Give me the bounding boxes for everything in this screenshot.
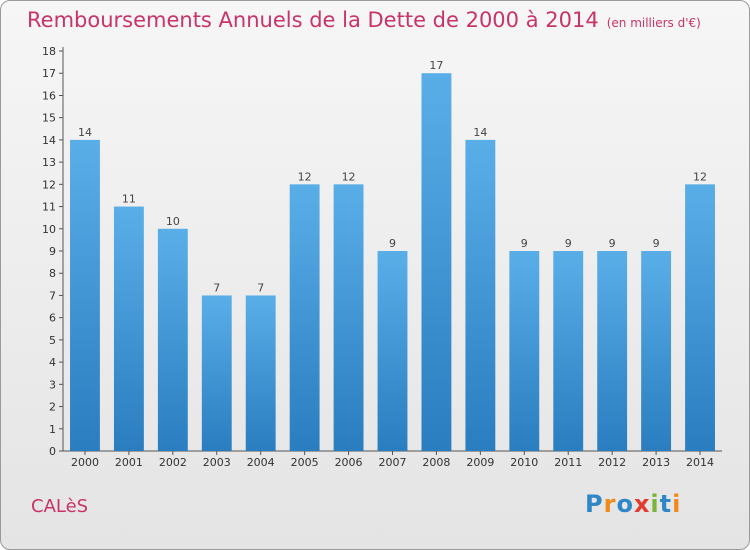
y-tick-label: 17 [42,67,56,80]
x-tick-label: 2014 [686,456,714,469]
bars [70,73,715,452]
data-label: 12 [693,170,707,183]
x-tick-label: 2004 [247,456,275,469]
data-label: 10 [166,215,180,228]
y-tick-label: 1 [49,423,56,436]
x-tick-label: 2005 [291,456,319,469]
data-label: 12 [298,170,312,183]
data-label: 12 [342,170,356,183]
bar [509,251,540,451]
y-tick-label: 2 [49,401,56,414]
data-label: 9 [653,237,660,250]
x-tick-label: 2012 [598,456,626,469]
y-tick-label: 5 [49,334,56,347]
bar [597,251,628,451]
x-tick-label: 2001 [115,456,143,469]
bar [157,228,188,451]
x-tick-label: 2010 [510,456,538,469]
bar [289,184,320,452]
logo-letter: i [672,490,682,518]
logo-letter: r [603,490,617,518]
x-tick-label: 2009 [466,456,494,469]
bar [465,139,496,451]
y-tick-label: 18 [42,45,56,58]
bar [245,295,276,451]
proxiti-logo: Proxiti [585,490,681,518]
value-labels: 14 11 10 7 7 12 12 9 17 14 9 9 9 9 12 [78,59,707,294]
commune-name: CALèS [31,496,89,517]
logo-letter: P [585,490,604,518]
chart-title: Remboursements Annuels de la Dette de 20… [27,8,701,32]
bar [421,73,452,451]
logo-letter: i [650,490,660,518]
logo-letter: x [633,490,651,518]
logo-letter: o [616,490,634,518]
data-label: 9 [389,237,396,250]
chart-title-text: Remboursements Annuels de la Dette de 20… [27,8,599,32]
data-label: 9 [521,237,528,250]
x-tick-label: 2007 [379,456,407,469]
bar [201,295,232,451]
bar [333,184,364,452]
y-tick-label: 13 [42,156,56,169]
bar [685,184,715,452]
x-tick-label: 2008 [422,456,450,469]
y-tick-label: 4 [49,356,56,369]
x-tick-label: 2000 [71,456,99,469]
y-tick-label: 7 [49,289,56,302]
y-tick-label: 6 [49,312,56,325]
data-label: 7 [257,281,264,294]
bar [70,139,100,451]
bar [113,206,144,451]
data-label: 17 [429,59,443,72]
x-tick-label: 2003 [203,456,231,469]
bar [641,251,672,451]
chart-subtitle: (en milliers d'€) [606,16,701,30]
x-tick-label: 2006 [335,456,363,469]
x-tick-label: 2002 [159,456,187,469]
logo-letter: t [659,490,673,518]
data-label: 9 [609,237,616,250]
y-tick-label: 9 [49,245,56,258]
y-tick-label: 14 [42,134,56,147]
data-label: 7 [213,281,220,294]
data-label: 14 [78,126,92,139]
y-tick-label: 8 [49,267,56,280]
y-tick-label: 15 [42,112,56,125]
y-tick-label: 3 [49,378,56,391]
y-tick-label: 10 [42,223,56,236]
y-tick-label: 11 [42,201,56,214]
data-label: 14 [473,126,487,139]
y-tick-label: 0 [49,445,56,458]
bar [553,251,584,451]
y-tick-label: 12 [42,178,56,191]
data-label: 9 [565,237,572,250]
bar [377,251,408,451]
data-label: 11 [122,193,136,206]
y-tick-label: 16 [42,89,56,102]
x-tick-label: 2011 [554,456,582,469]
x-tick-label: 2013 [642,456,670,469]
